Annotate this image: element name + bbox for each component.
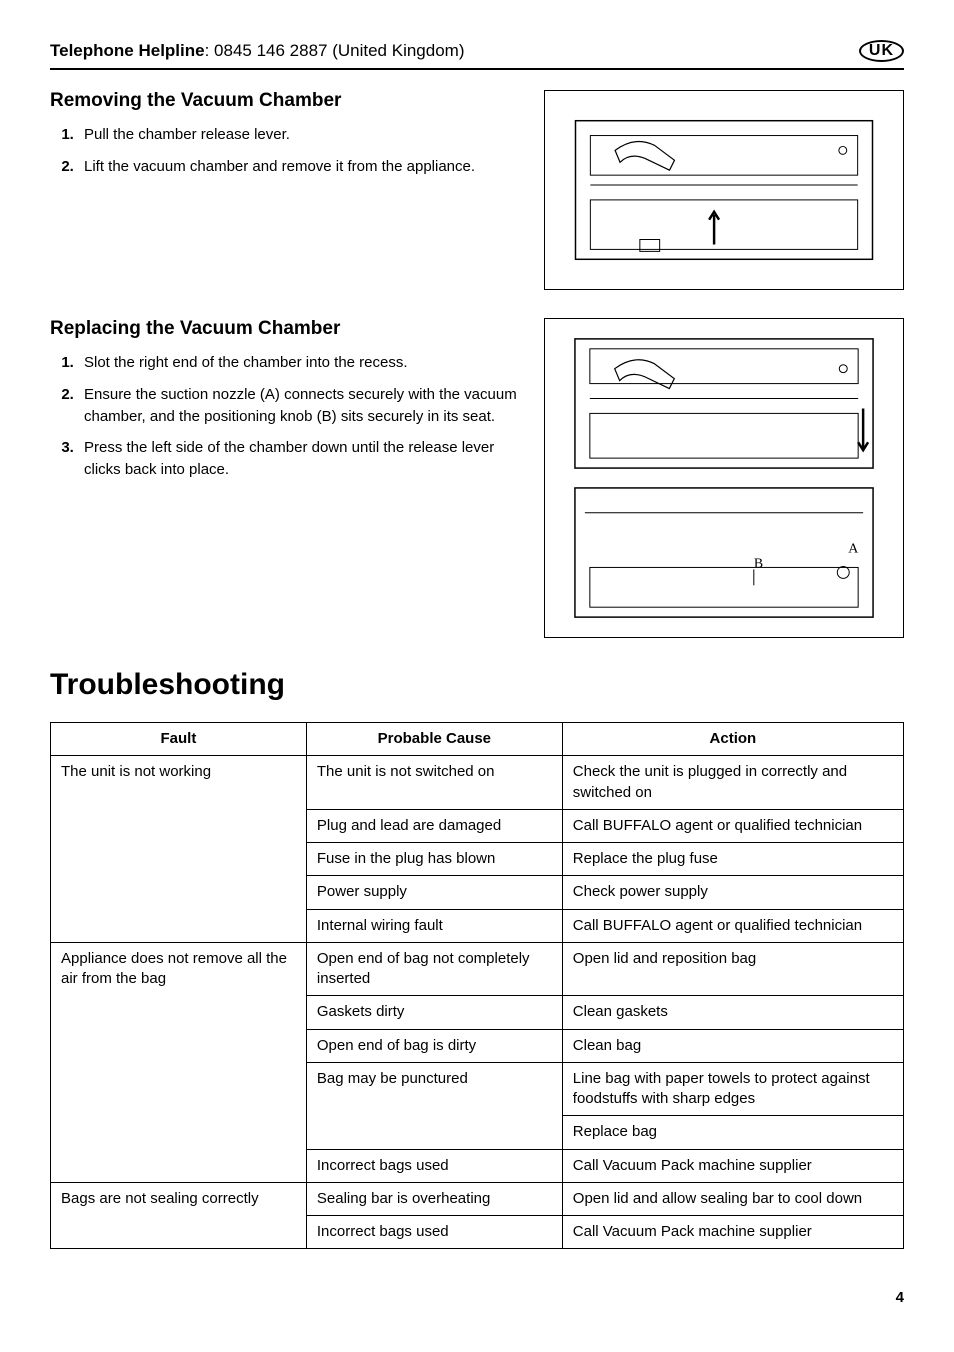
table-row: Appliance does not remove all the air fr…: [51, 942, 904, 996]
cell-cause: Power supply: [306, 876, 562, 909]
cell-fault: Appliance does not remove all the air fr…: [51, 942, 307, 996]
cell-cause-empty: [306, 1116, 562, 1149]
table-row: Bags are not sealing correctly Sealing b…: [51, 1182, 904, 1215]
step-item: Ensure the suction nozzle (A) connects s…: [78, 384, 524, 428]
table-row: Bag may be punctured Line bag with paper…: [51, 1062, 904, 1116]
cell-cause: Incorrect bags used: [306, 1149, 562, 1182]
cell-action: Open lid and reposition bag: [562, 942, 903, 996]
helpline-number: : 0845 146 2887 (United Kingdom): [205, 41, 465, 60]
col-fault: Fault: [51, 723, 307, 756]
cell-action: Call Vacuum Pack machine supplier: [562, 1216, 903, 1249]
svg-text:A: A: [848, 542, 858, 557]
col-action: Action: [562, 723, 903, 756]
helpline-text: Telephone Helpline: 0845 146 2887 (Unite…: [50, 41, 465, 61]
step-item: Press the left side of the chamber down …: [78, 437, 524, 481]
cell-cause: Bag may be punctured: [306, 1062, 562, 1116]
step-item: Slot the right end of the chamber into t…: [78, 352, 524, 374]
section-removing: Removing the Vacuum Chamber Pull the cha…: [50, 90, 904, 290]
cell-fault-empty: [51, 843, 307, 876]
cell-action: Line bag with paper towels to protect ag…: [562, 1062, 903, 1116]
steps-list: Slot the right end of the chamber into t…: [50, 352, 524, 481]
cell-fault-empty: [51, 909, 307, 942]
steps-list: Pull the chamber release lever. Lift the…: [50, 124, 524, 178]
cell-fault: The unit is not working: [51, 756, 307, 810]
table-row: Plug and lead are damaged Call BUFFALO a…: [51, 809, 904, 842]
cell-fault-empty: [51, 809, 307, 842]
col-cause: Probable Cause: [306, 723, 562, 756]
cell-action: Open lid and allow sealing bar to cool d…: [562, 1182, 903, 1215]
cell-cause: Fuse in the plug has blown: [306, 843, 562, 876]
cell-cause: Incorrect bags used: [306, 1216, 562, 1249]
table-row: Incorrect bags used Call Vacuum Pack mac…: [51, 1149, 904, 1182]
cell-cause: The unit is not switched on: [306, 756, 562, 810]
table-row: Fuse in the plug has blown Replace the p…: [51, 843, 904, 876]
troubleshooting-title: Troubleshooting: [50, 668, 904, 702]
cell-action: Clean bag: [562, 1029, 903, 1062]
table-row: Replace bag: [51, 1116, 904, 1149]
table-row: Gaskets dirty Clean gaskets: [51, 996, 904, 1029]
cell-action: Check power supply: [562, 876, 903, 909]
step-item: Lift the vacuum chamber and remove it fr…: [78, 156, 524, 178]
table-row: Open end of bag is dirty Clean bag: [51, 1029, 904, 1062]
diagram-removing: [544, 90, 904, 290]
cell-cause: Internal wiring fault: [306, 909, 562, 942]
cell-action: Replace bag: [562, 1116, 903, 1149]
cell-fault-empty: [51, 996, 307, 1029]
table-row: Internal wiring fault Call BUFFALO agent…: [51, 909, 904, 942]
cell-action: Clean gaskets: [562, 996, 903, 1029]
table-row: The unit is not working The unit is not …: [51, 756, 904, 810]
section-replacing: Replacing the Vacuum Chamber Slot the ri…: [50, 318, 904, 638]
cell-action: Call BUFFALO agent or qualified technici…: [562, 809, 903, 842]
svg-text:B: B: [754, 556, 763, 571]
cell-fault-empty: [51, 1062, 307, 1116]
page-header: Telephone Helpline: 0845 146 2887 (Unite…: [50, 40, 904, 70]
cell-cause: Sealing bar is overheating: [306, 1182, 562, 1215]
cell-cause: Plug and lead are damaged: [306, 809, 562, 842]
cell-action: Replace the plug fuse: [562, 843, 903, 876]
cell-cause: Open end of bag is dirty: [306, 1029, 562, 1062]
cell-action: Call BUFFALO agent or qualified technici…: [562, 909, 903, 942]
diagram-replacing: A B: [544, 318, 904, 638]
section-title: Replacing the Vacuum Chamber: [50, 318, 524, 340]
cell-action: Check the unit is plugged in correctly a…: [562, 756, 903, 810]
step-item: Pull the chamber release lever.: [78, 124, 524, 146]
helpline-label: Telephone Helpline: [50, 41, 205, 60]
troubleshooting-table: Fault Probable Cause Action The unit is …: [50, 722, 904, 1249]
table-header-row: Fault Probable Cause Action: [51, 723, 904, 756]
cell-fault: Bags are not sealing correctly: [51, 1182, 307, 1215]
cell-fault-empty: [51, 1029, 307, 1062]
table-row: Incorrect bags used Call Vacuum Pack mac…: [51, 1216, 904, 1249]
region-badge: UK: [859, 40, 904, 62]
cell-fault-empty: [51, 876, 307, 909]
section-title: Removing the Vacuum Chamber: [50, 90, 524, 112]
cell-fault-empty: [51, 1116, 307, 1149]
cell-fault-empty: [51, 1216, 307, 1249]
cell-cause: Open end of bag not completely inserted: [306, 942, 562, 996]
table-row: Power supply Check power supply: [51, 876, 904, 909]
cell-fault-empty: [51, 1149, 307, 1182]
page-number: 4: [50, 1289, 904, 1306]
cell-action: Call Vacuum Pack machine supplier: [562, 1149, 903, 1182]
cell-cause: Gaskets dirty: [306, 996, 562, 1029]
